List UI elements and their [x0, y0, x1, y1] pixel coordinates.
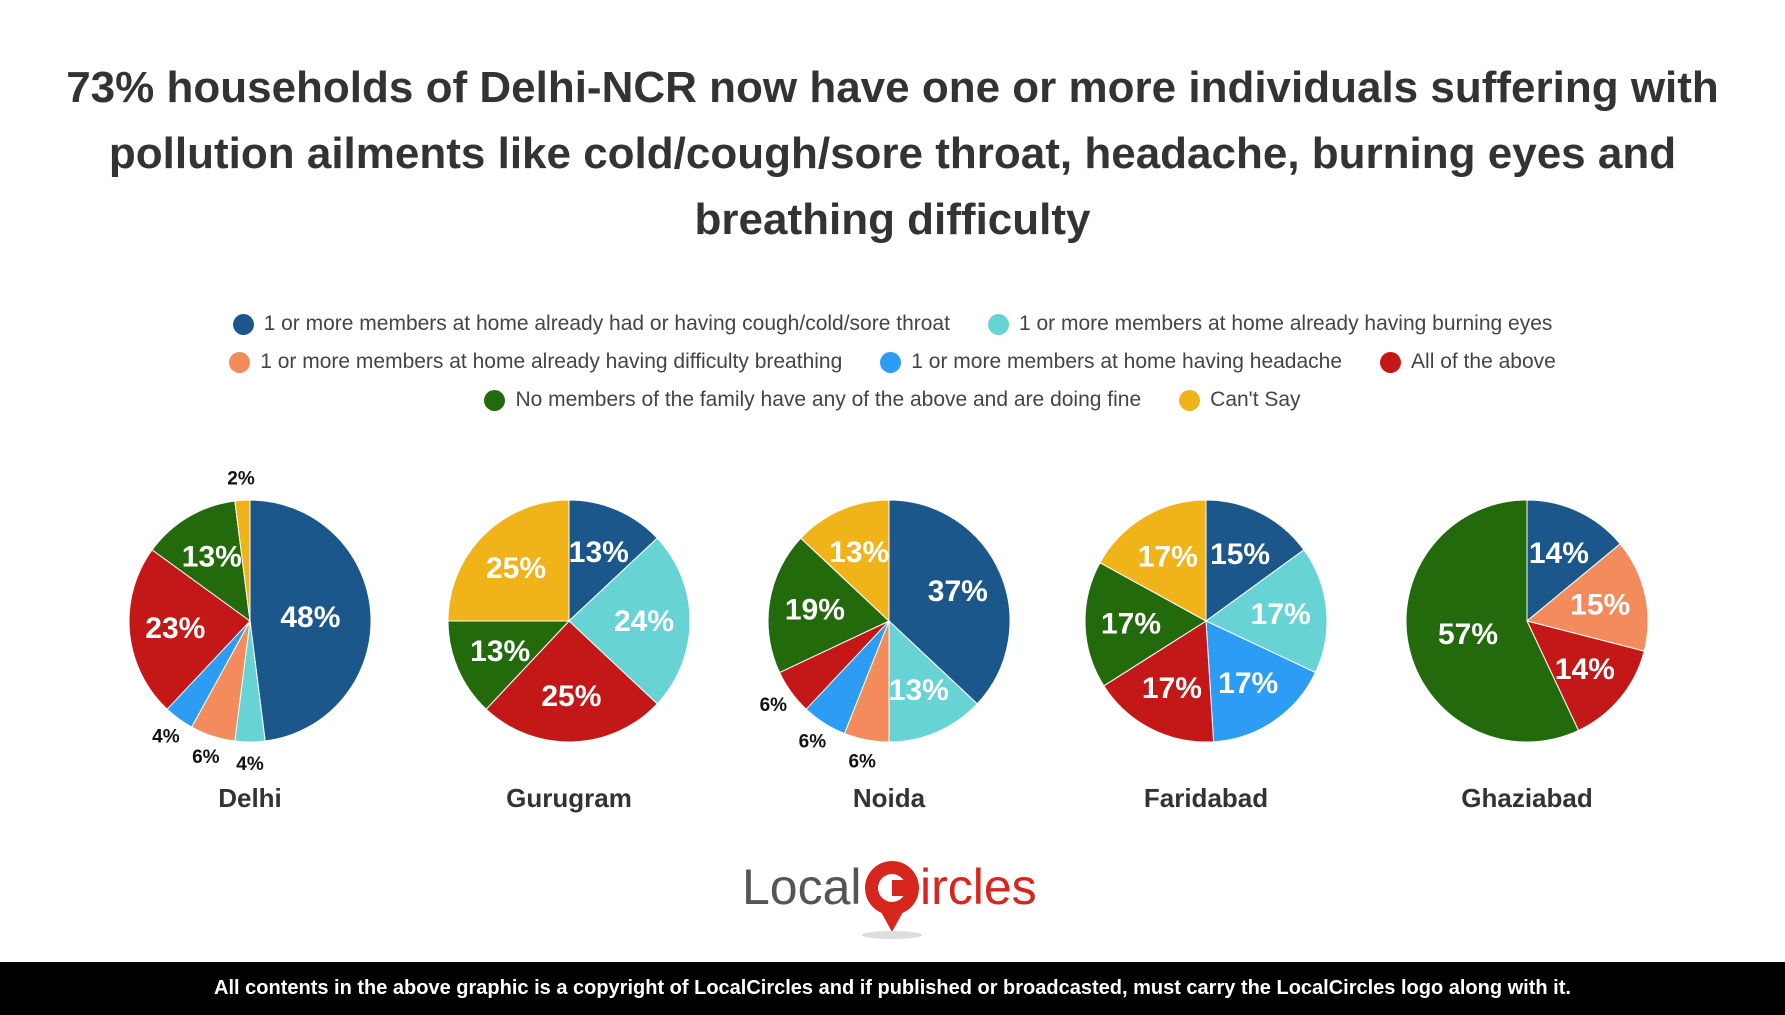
pie-chart-title: Faridabad	[1144, 783, 1268, 813]
pie-slice-label: 17%	[1138, 540, 1198, 573]
pie-slice	[1205, 620, 1317, 743]
legend-label: 1 or more members at home having headach…	[911, 350, 1343, 373]
legend-color-swatch	[484, 389, 506, 411]
pie-chart-title: Gurugram	[506, 783, 632, 813]
legend-row: No members of the family have any of the…	[484, 388, 1301, 412]
pie-slice-label: 23%	[145, 612, 205, 645]
pie-slice	[800, 499, 890, 623]
pie-slice-label: 19%	[785, 593, 845, 626]
pie-slice	[888, 619, 978, 743]
pie-slice	[1099, 499, 1207, 622]
pie-slice-label: 25%	[541, 680, 601, 713]
pie-slice-label: 14%	[1529, 537, 1589, 570]
pie-slice-label: 14%	[1555, 653, 1615, 686]
legend-row: 1 or more members at home already had or…	[232, 312, 1553, 336]
legend-color-swatch	[1179, 389, 1201, 411]
legend-color-swatch	[229, 351, 251, 373]
localcircles-logo: Local ircles	[742, 859, 1037, 939]
pie-slice-label: 13%	[569, 536, 629, 569]
pie-charts-svg: 48% 4% 6% 4% 23% 13% 2% Delhi 13% 24% 25% 13% 25% Gur…	[128, 468, 1649, 813]
legend-color-swatch	[987, 313, 1009, 335]
pie-slice	[1526, 620, 1645, 732]
pie-chart-ghaziabad: 14% 15% 14% 57% Ghaziabad	[1405, 499, 1649, 813]
legend-item: 1 or more members at home already had or…	[232, 312, 950, 336]
pie-slice	[1103, 620, 1215, 743]
pie-slice	[568, 537, 691, 705]
pie-chart-title: Ghaziabad	[1461, 783, 1592, 813]
pie-chart-delhi: 48% 4% 6% 4% 23% 13% 2% Delhi	[128, 468, 372, 813]
pie-slice	[888, 499, 1011, 705]
legend-item: 1 or more members at home already having…	[987, 312, 1553, 336]
pie-slice-label: 6%	[799, 732, 827, 753]
pie-slice-label: 13%	[889, 674, 949, 707]
legend-row: 1 or more members at home already having…	[229, 350, 1556, 374]
pie-slice-label: 17%	[1251, 598, 1311, 631]
legend-color-swatch	[232, 313, 254, 335]
pie-slice	[128, 549, 251, 710]
pie-slice	[1084, 562, 1207, 687]
pie-chart-title: Noida	[853, 783, 926, 813]
legend-item: All of the above	[1380, 350, 1556, 374]
pie-slice-label: 25%	[486, 552, 546, 585]
pie-slice	[1405, 499, 1580, 743]
pie-slice-label: 13%	[470, 635, 530, 668]
pie-charts-area: 48% 4% 6% 4% 23% 13% 2% Delhi 13% 24% 25% 13% 25% Gur…	[0, 450, 1785, 830]
pie-slice-label: 24%	[614, 605, 674, 638]
pie-slice	[1525, 543, 1649, 652]
pie-slice-label: 17%	[1101, 607, 1161, 640]
legend-label: All of the above	[1411, 350, 1556, 373]
legend-item: Can't Say	[1179, 388, 1301, 412]
legend-label: No members of the family have any of the…	[515, 388, 1142, 411]
pie-slice	[1205, 549, 1328, 674]
legend-label: 1 or more members at home already having…	[260, 350, 843, 373]
legend-label: Can't Say	[1210, 388, 1301, 411]
pie-slice	[1526, 499, 1621, 623]
pie-slice	[568, 499, 658, 623]
pie-chart-noida: 37% 13% 6% 6% 6% 19% 13% Noida	[760, 499, 1011, 813]
pie-slice	[249, 499, 372, 742]
copyright-footer: All contents in the above graphic is a c…	[0, 962, 1785, 1015]
pie-slice-label: 2%	[227, 468, 255, 489]
pie-slice	[1205, 499, 1305, 622]
pie-slice-label: 15%	[1570, 589, 1630, 622]
pie-slice-label: 13%	[182, 540, 242, 573]
legend-item: No members of the family have any of the…	[484, 388, 1141, 412]
pie-slice-label: 17%	[1218, 667, 1278, 700]
legend-label: 1 or more members at home already having…	[1018, 312, 1553, 335]
pie-slice-label: 4%	[236, 754, 264, 775]
pie-slice	[151, 500, 251, 623]
pie-slice	[447, 499, 570, 622]
legend-color-swatch	[1380, 351, 1402, 373]
pie-slice-label: 48%	[280, 601, 340, 634]
svg-text:Local: Local	[742, 859, 862, 915]
pie-slice-label: 6%	[192, 747, 220, 768]
pie-slice-label: 6%	[760, 695, 788, 716]
legend-item: 1 or more members at home already having…	[229, 350, 842, 374]
pie-slice-label: 57%	[1438, 618, 1498, 651]
legend-color-swatch	[880, 351, 902, 373]
pie-slice	[234, 499, 251, 622]
pie-chart-faridabad: 15% 17% 17% 17% 17% 17% Faridabad	[1084, 499, 1328, 813]
legend-item: 1 or more members at home having headach…	[880, 350, 1342, 374]
pie-slice-label: 15%	[1210, 538, 1270, 571]
svg-text:ircles: ircles	[920, 859, 1037, 915]
pie-chart-gurugram: 13% 24% 25% 13% 25% Gurugram	[447, 499, 691, 813]
pie-slice	[767, 537, 890, 674]
pie-slice-label: 6%	[848, 752, 876, 773]
pie-slice	[447, 620, 571, 710]
pie-chart-title: Delhi	[218, 783, 282, 813]
legend-label: 1 or more members at home already had or…	[263, 312, 950, 335]
legend: 1 or more members at home already had or…	[0, 312, 1785, 412]
pie-slice-label: 4%	[152, 727, 180, 748]
pie-slice-label: 13%	[829, 536, 889, 569]
pie-slice	[485, 620, 658, 743]
chart-title: 73% households of Delhi-NCR now have one…	[66, 63, 1719, 244]
pie-slice-label: 17%	[1142, 672, 1202, 705]
pie-slice-label: 37%	[928, 575, 988, 608]
